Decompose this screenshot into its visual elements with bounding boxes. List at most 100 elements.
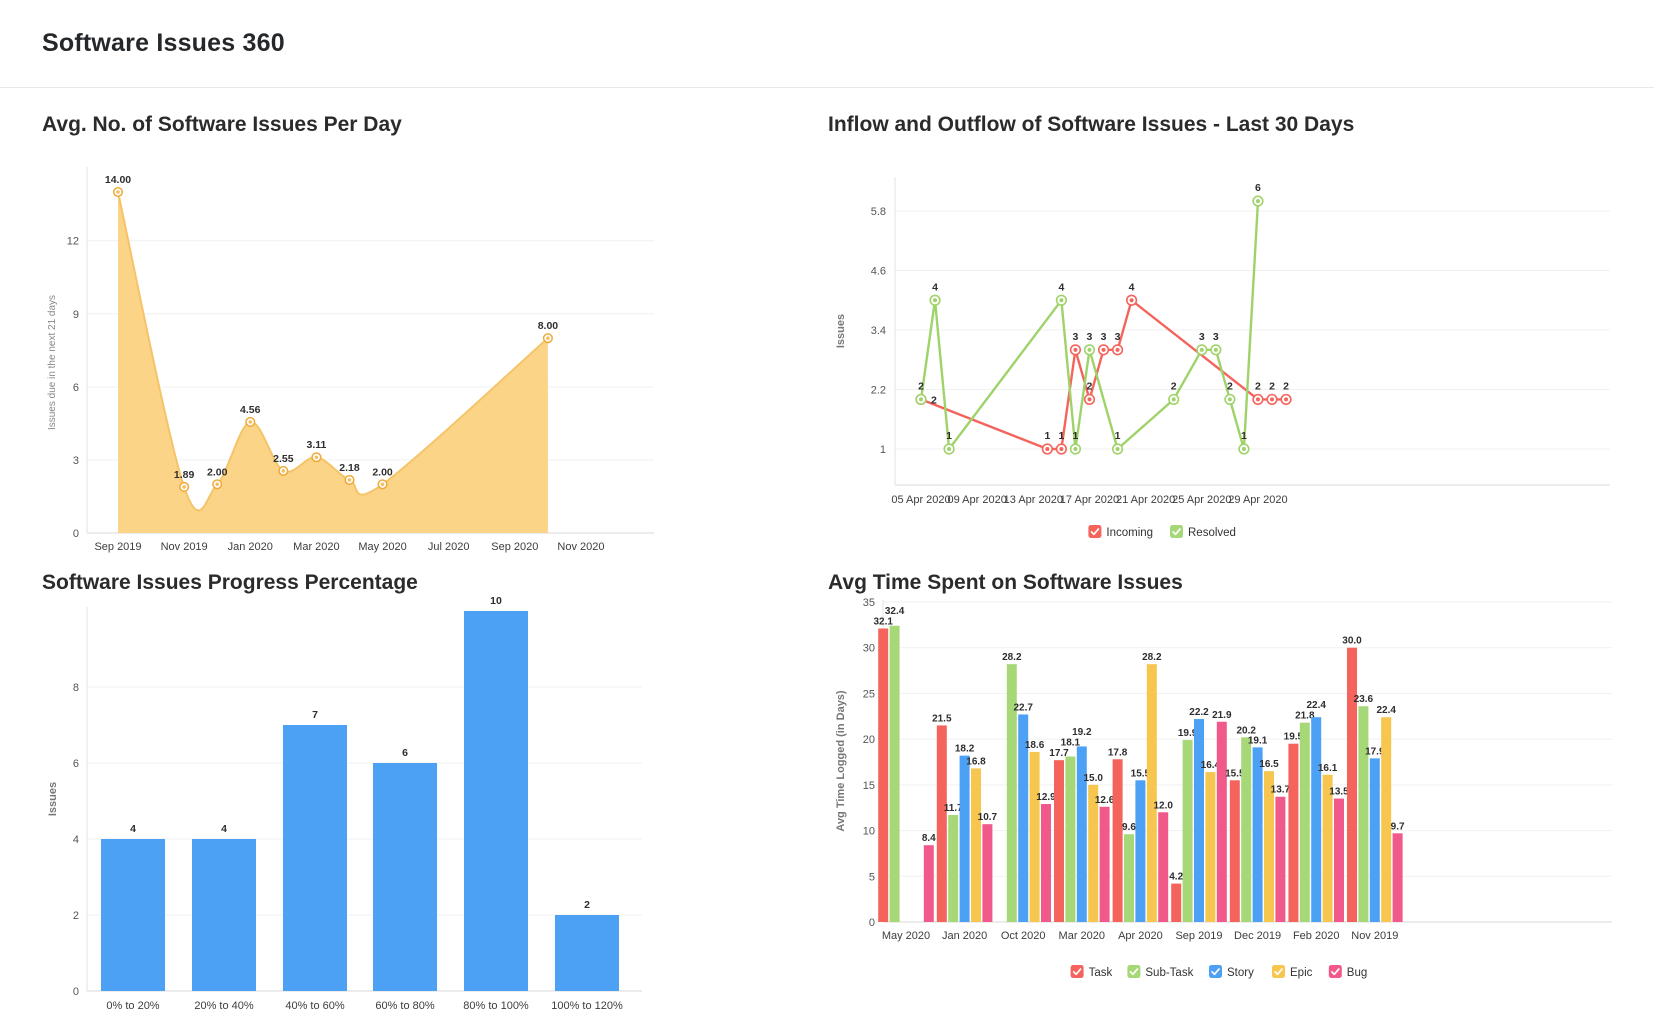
bar-20% to 40% (192, 839, 256, 991)
svg-text:15: 15 (863, 780, 875, 792)
bar-task-Mar 2020 (1054, 760, 1064, 922)
svg-text:3: 3 (1101, 331, 1107, 343)
legend-item-epic[interactable]: Epic (1272, 965, 1313, 979)
svg-text:18.1: 18.1 (1061, 738, 1081, 749)
svg-text:Bug: Bug (1347, 967, 1367, 979)
svg-text:2: 2 (584, 899, 590, 911)
chart-panel-avg-issues-per-day: Avg. No. of Software Issues Per Day 0 3 6 9… (42, 112, 704, 562)
svg-text:Sep 2019: Sep 2019 (94, 541, 141, 553)
svg-text:Jul 2020: Jul 2020 (428, 541, 470, 553)
svg-text:12.9: 12.9 (1036, 792, 1056, 803)
svg-text:2: 2 (931, 394, 937, 406)
chart-panel-inflow-outflow: Inflow and Outflow of Software Issues - … (828, 112, 1622, 562)
plot-area (86, 607, 642, 992)
svg-text:30.0: 30.0 (1342, 636, 1362, 647)
svg-text:Epic: Epic (1290, 967, 1313, 979)
legend-item-bug[interactable]: Bug (1328, 965, 1367, 979)
svg-text:30: 30 (863, 643, 875, 655)
svg-text:16.5: 16.5 (1259, 759, 1279, 770)
bar-bug-Feb 2020 (1334, 798, 1344, 922)
svg-text:25 Apr 2020: 25 Apr 2020 (1172, 494, 1231, 506)
svg-text:0: 0 (73, 528, 79, 540)
svg-text:25: 25 (863, 688, 875, 700)
svg-text:3: 3 (1199, 331, 1205, 343)
bar-epic-Mar 2020 (1088, 784, 1099, 922)
legend-item-sub-task[interactable]: Sub-Task (1127, 965, 1194, 979)
svg-text:80% to 100%: 80% to 100% (463, 1000, 529, 1012)
bar-story-Jan 2020 (959, 755, 970, 922)
svg-text:28.2: 28.2 (1002, 652, 1022, 663)
bar-sub-task-Apr 2020 (1124, 834, 1134, 922)
bar-sub-task-Dec 2019 (1241, 737, 1252, 922)
series-avg-issues: 14.00 1.89 2.00 4.56 2.55 3.11 2.18 2.00 8.00 (105, 174, 558, 533)
series-groups: 32.132.4 8.4 21.5 11.7 18.216.8 10.7 28.2 22.7 1… (873, 606, 1405, 922)
chart-panel-avg-time-spent: Avg Time Spent on Software Issues 0 5 10 15… (828, 570, 1622, 1025)
bar-sub-task-Jan 2020 (948, 815, 959, 922)
svg-text:40% to 60%: 40% to 60% (285, 1000, 345, 1012)
svg-text:16.4: 16.4 (1201, 760, 1221, 771)
svg-text:Mar 2020: Mar 2020 (293, 541, 339, 553)
svg-text:17.8: 17.8 (1108, 747, 1128, 758)
bar-story-Dec 2019 (1252, 747, 1263, 922)
svg-text:4: 4 (932, 281, 938, 293)
bar-100% to 120% (555, 915, 619, 991)
bar-bug-Oct 2020 (1041, 804, 1051, 922)
svg-text:21.9: 21.9 (1212, 710, 1232, 721)
bar-task-May 2020 (878, 628, 889, 922)
svg-text:Avg Time Logged (in Days): Avg Time Logged (in Days) (835, 690, 847, 832)
svg-text:4: 4 (1129, 281, 1135, 293)
svg-text:3: 3 (1115, 331, 1121, 343)
svg-text:Task: Task (1089, 967, 1113, 979)
svg-text:Sep 2019: Sep 2019 (1175, 930, 1222, 942)
svg-text:1: 1 (1058, 430, 1064, 442)
svg-text:4.2: 4.2 (1169, 872, 1183, 883)
svg-text:4: 4 (221, 823, 227, 835)
legend-item-incoming[interactable]: Incoming (1088, 525, 1153, 539)
svg-text:22.4: 22.4 (1306, 700, 1326, 711)
svg-text:Oct 2020: Oct 2020 (1001, 930, 1046, 942)
bar-60% to 80% (373, 763, 437, 991)
svg-text:2.55: 2.55 (273, 453, 294, 465)
legend-item-task[interactable]: Task (1070, 965, 1113, 979)
svg-text:15.5: 15.5 (1131, 768, 1151, 779)
legend-item-story[interactable]: Story (1209, 965, 1254, 979)
chart-title-inflow-outflow: Inflow and Outflow of Software Issues - … (828, 113, 1355, 136)
svg-text:13.5: 13.5 (1329, 787, 1349, 798)
svg-text:29 Apr 2020: 29 Apr 2020 (1228, 494, 1287, 506)
svg-text:0: 0 (73, 986, 79, 998)
svg-text:Jan 2020: Jan 2020 (228, 541, 273, 553)
svg-text:Feb 2020: Feb 2020 (1293, 930, 1339, 942)
bar-epic-Jan 2020 (971, 768, 981, 922)
svg-text:21 Apr 2020: 21 Apr 2020 (1116, 494, 1175, 506)
svg-text:9.7: 9.7 (1391, 821, 1405, 832)
svg-text:5: 5 (869, 871, 875, 883)
svg-text:9.6: 9.6 (1122, 822, 1136, 833)
svg-text:6: 6 (402, 747, 408, 759)
svg-text:2: 2 (1227, 380, 1233, 392)
x-axis: May 2020 Jan 2020 Oct 2020 Mar 2020 Apr 2020… (882, 930, 1399, 942)
svg-text:05 Apr 2020: 05 Apr 2020 (891, 494, 950, 506)
legend-item-resolved[interactable]: Resolved (1170, 525, 1236, 539)
bar-bug-May 2020 (923, 845, 934, 922)
svg-text:2.00: 2.00 (207, 466, 228, 478)
svg-text:2.18: 2.18 (339, 462, 360, 474)
svg-text:Dec 2019: Dec 2019 (1234, 930, 1281, 942)
svg-text:2: 2 (1283, 380, 1289, 392)
bar-sub-task-Sep 2019 (1182, 740, 1193, 922)
svg-text:21.8: 21.8 (1295, 711, 1315, 722)
svg-text:1: 1 (1241, 430, 1247, 442)
svg-text:18.2: 18.2 (955, 744, 975, 755)
svg-text:1: 1 (1073, 430, 1079, 442)
svg-text:Mar 2020: Mar 2020 (1059, 930, 1105, 942)
svg-text:15.0: 15.0 (1083, 773, 1103, 784)
bar-80% to 100% (464, 611, 528, 991)
svg-text:19.9: 19.9 (1178, 728, 1198, 739)
svg-text:20: 20 (863, 734, 875, 746)
svg-text:19.1: 19.1 (1248, 735, 1268, 746)
svg-text:1.89: 1.89 (174, 469, 195, 481)
svg-text:2: 2 (73, 910, 79, 922)
bar-epic-Apr 2020 (1146, 664, 1157, 922)
svg-text:32.4: 32.4 (885, 606, 905, 617)
